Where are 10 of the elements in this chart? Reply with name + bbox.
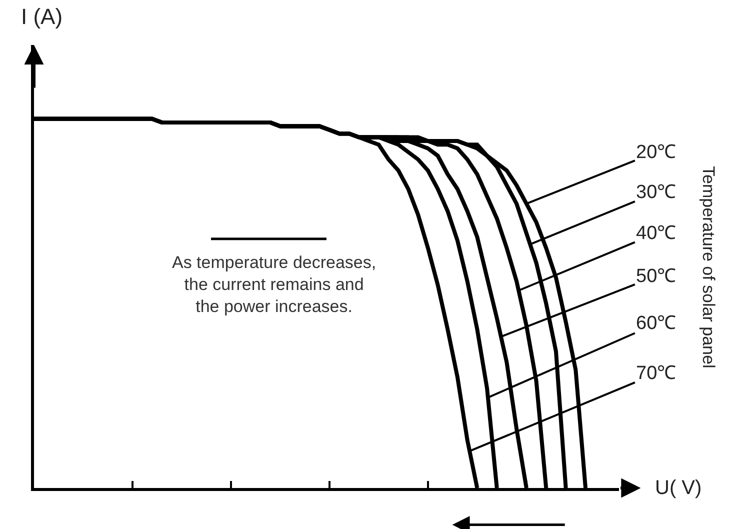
text: 60℃ <box>636 313 676 334</box>
annotation: As temperature decreases, the current remains and the power increases. <box>172 253 376 316</box>
y-axis-title: I (A) <box>21 4 63 29</box>
text: 30℃ <box>636 182 676 203</box>
text: 50℃ <box>636 266 676 287</box>
x-axis-title: U( V) <box>655 477 702 499</box>
text: 20℃ <box>636 142 676 163</box>
text: 40℃ <box>636 223 676 244</box>
legend-title: Temperature of solar panel <box>699 166 718 368</box>
text: 70℃ <box>636 363 676 384</box>
